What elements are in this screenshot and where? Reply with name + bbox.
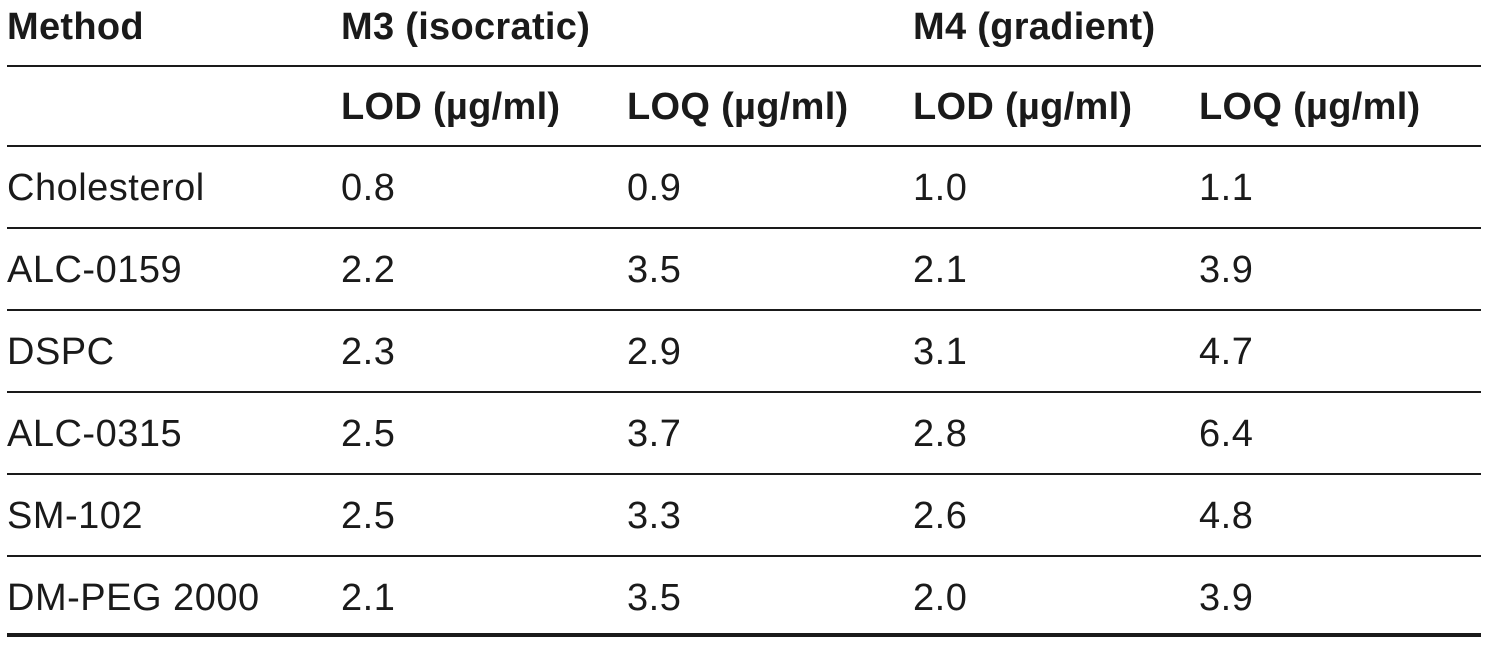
table-row: Cholesterol 0.8 0.9 1.0 1.1 (7, 146, 1481, 228)
row-divider (7, 309, 1481, 311)
row-m4-lod: 2.6 (913, 495, 968, 537)
table-row: DSPC 2.3 2.9 3.1 4.7 (7, 310, 1481, 392)
row-m3-loq: 2.9 (627, 331, 682, 373)
row-m4-lod: 1.0 (913, 167, 968, 209)
row-m4-loq: 4.8 (1199, 495, 1254, 537)
row-m3-lod: 2.5 (341, 495, 396, 537)
subheader-divider (7, 145, 1481, 147)
table-row: ALC-0159 2.2 3.5 2.1 3.9 (7, 228, 1481, 310)
row-name: ALC-0159 (7, 249, 183, 291)
header-group-m4: M4 (gradient) (913, 6, 1156, 48)
row-m4-lod: 2.8 (913, 413, 968, 455)
row-m4-loq: 1.1 (1199, 167, 1254, 209)
row-m3-lod: 2.5 (341, 413, 396, 455)
table-subheader-row: LOD (µg/ml) LOQ (µg/ml) LOD (µg/ml) LOQ … (7, 66, 1481, 146)
lod-loq-table: Method M3 (isocratic) M4 (gradient) LOD … (7, 0, 1481, 638)
row-m3-loq: 0.9 (627, 167, 682, 209)
row-m4-loq: 6.4 (1199, 413, 1254, 455)
row-m4-lod: 2.0 (913, 577, 968, 619)
table-row: ALC-0315 2.5 3.7 2.8 6.4 (7, 392, 1481, 474)
row-divider (7, 473, 1481, 475)
subheader-m3-loq: LOQ (µg/ml) (627, 86, 849, 128)
row-divider (7, 391, 1481, 393)
row-m3-lod: 0.8 (341, 167, 396, 209)
row-m3-loq: 3.5 (627, 577, 682, 619)
table-row: SM-102 2.5 3.3 2.6 4.8 (7, 474, 1481, 556)
row-m4-loq: 3.9 (1199, 249, 1254, 291)
subheader-m4-lod: LOD (µg/ml) (913, 86, 1133, 128)
row-m3-loq: 3.7 (627, 413, 682, 455)
header-group-m3: M3 (isocratic) (341, 6, 591, 48)
header-divider (7, 65, 1481, 67)
row-m3-lod: 2.3 (341, 331, 396, 373)
row-m3-lod: 2.1 (341, 577, 396, 619)
row-m3-loq: 3.5 (627, 249, 682, 291)
table-row: DM-PEG 2000 2.1 3.5 2.0 3.9 (7, 556, 1481, 638)
row-m4-loq: 4.7 (1199, 331, 1254, 373)
subheader-m4-loq: LOQ (µg/ml) (1199, 86, 1421, 128)
row-divider (7, 227, 1481, 229)
header-method: Method (7, 6, 144, 48)
row-m4-lod: 3.1 (913, 331, 968, 373)
row-m3-lod: 2.2 (341, 249, 396, 291)
row-name: SM-102 (7, 495, 144, 537)
row-name: DSPC (7, 331, 115, 373)
table-bottom-rule (7, 633, 1481, 637)
table-header-row: Method M3 (isocratic) M4 (gradient) (7, 0, 1481, 66)
row-name: ALC-0315 (7, 413, 183, 455)
row-m3-loq: 3.3 (627, 495, 682, 537)
subheader-m3-lod: LOD (µg/ml) (341, 86, 561, 128)
row-name: DM-PEG 2000 (7, 577, 260, 619)
row-divider (7, 555, 1481, 557)
row-m4-lod: 2.1 (913, 249, 968, 291)
row-name: Cholesterol (7, 167, 205, 209)
row-m4-loq: 3.9 (1199, 577, 1254, 619)
